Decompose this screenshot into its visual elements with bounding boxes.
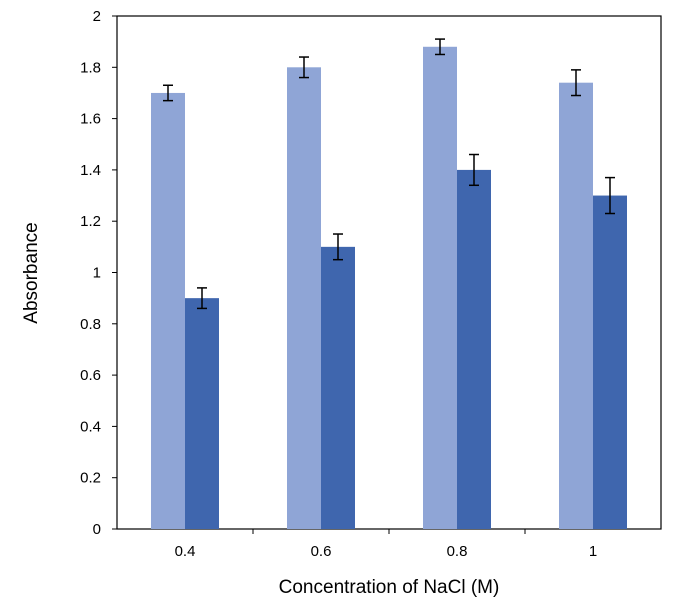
y-tick-label: 2 xyxy=(93,8,101,25)
y-tick-label: 0 xyxy=(93,521,101,538)
y-tick-label: 1.4 xyxy=(80,162,101,179)
bar xyxy=(287,67,321,530)
error-bar xyxy=(571,69,581,97)
y-axis: 0 0.2 0.4 0.6 0.8 1 1.2 1.4 1.6 1.8 2 xyxy=(80,8,117,538)
error-bar xyxy=(197,287,207,310)
x-axis: 0.4 0.6 0.8 1 xyxy=(175,529,597,560)
error-bar xyxy=(333,233,343,261)
bar xyxy=(151,92,185,529)
y-tick-label: 0.4 xyxy=(80,418,101,435)
y-tick-label: 1 xyxy=(93,265,101,282)
x-axis-title: Concentration of NaCl (M) xyxy=(279,577,500,598)
error-bar xyxy=(435,38,445,56)
error-bar xyxy=(469,153,479,187)
error-bar xyxy=(163,84,173,102)
bar xyxy=(423,46,457,529)
bar xyxy=(457,169,491,529)
y-tick-label: 0.6 xyxy=(80,367,101,384)
bar xyxy=(593,195,627,530)
x-tick-label: 0.4 xyxy=(175,543,196,560)
x-tick-label: 0.6 xyxy=(311,543,332,560)
x-tick-label: 0.8 xyxy=(447,543,468,560)
bars xyxy=(151,46,627,530)
bar xyxy=(559,82,593,529)
y-tick-label: 0.8 xyxy=(80,316,101,333)
y-tick-label: 1.2 xyxy=(80,213,101,230)
y-tick-label: 1.6 xyxy=(80,111,101,128)
error-bar xyxy=(299,56,309,79)
bar xyxy=(185,298,219,529)
y-axis-title: Absorbance xyxy=(21,222,42,323)
error-bar xyxy=(605,176,615,215)
x-tick-label: 1 xyxy=(589,543,597,560)
error-bars xyxy=(163,38,615,310)
bar xyxy=(321,246,355,529)
y-tick-label: 0.2 xyxy=(80,470,101,487)
y-tick-label: 1.8 xyxy=(80,59,101,76)
